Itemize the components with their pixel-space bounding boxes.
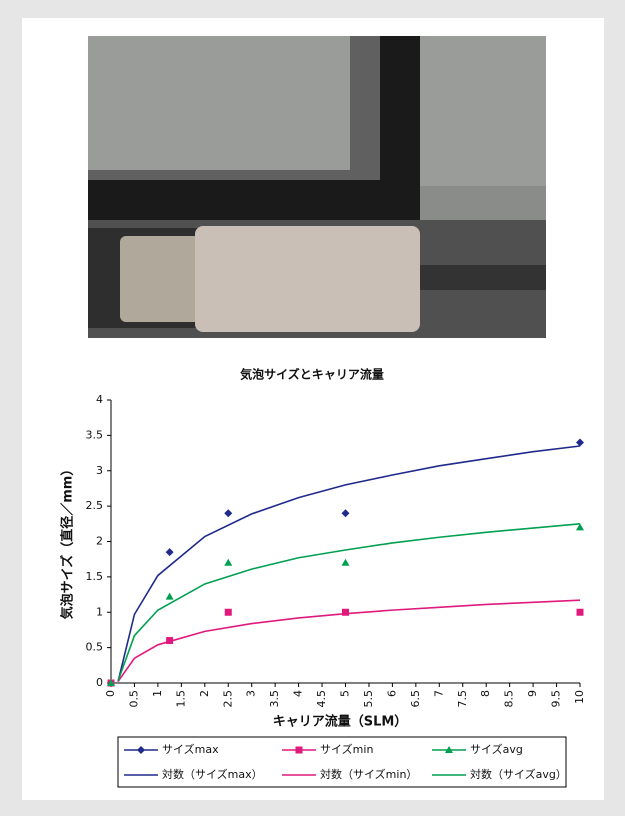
x-tick-label: 9.5	[550, 690, 563, 708]
marker	[576, 438, 584, 446]
legend-label: 対数（サイズmin）	[320, 767, 417, 781]
x-tick-label: 1	[151, 690, 164, 697]
x-tick-label: 0.5	[127, 690, 140, 708]
trend-line	[118, 446, 580, 682]
marker	[224, 559, 232, 566]
y-tick-label: 2	[96, 535, 103, 548]
legend-label: サイズmin	[320, 742, 373, 756]
marker	[137, 746, 145, 754]
y-axis-label: 気泡サイズ（直径／mm）	[60, 463, 76, 620]
photo	[88, 36, 546, 338]
y-tick-label: 4	[96, 393, 103, 406]
marker	[577, 609, 584, 616]
x-tick-label: 5.5	[362, 690, 375, 708]
y-tick-label: 3.5	[86, 428, 104, 441]
marker	[342, 609, 349, 616]
x-tick-label: 1.5	[174, 690, 187, 708]
x-tick-label: 4.5	[315, 690, 328, 708]
trend-line	[118, 600, 580, 681]
x-tick-label: 2	[198, 690, 211, 697]
page: {"chart_data": {"type": "scatter", "titl…	[0, 0, 625, 816]
y-tick-label: 0.5	[86, 641, 104, 654]
x-tick-label: 6	[385, 690, 398, 697]
trend-line	[118, 524, 580, 681]
chart: 気泡サイズとキャリア流量 キャリア流量（SLM） 気泡サイズ（直径／mm） 00…	[0, 0, 625, 816]
legend-label: 対数（サイズavg）	[470, 767, 567, 781]
legend-label: サイズmax	[162, 742, 219, 756]
x-axis-label: キャリア流量（SLM）	[273, 714, 408, 730]
marker	[342, 559, 350, 566]
x-tick-label: 10	[573, 690, 586, 704]
marker	[166, 593, 174, 600]
x-tick-label: 9	[526, 690, 539, 697]
y-tick-label: 2.5	[86, 499, 104, 512]
x-tick-label: 2.5	[221, 690, 234, 708]
x-tick-label: 0	[104, 690, 117, 697]
x-tick-label: 3	[245, 690, 258, 697]
x-tick-label: 4	[292, 690, 305, 697]
x-tick-label: 3.5	[268, 690, 281, 708]
x-tick-label: 6.5	[409, 690, 422, 708]
chart-title: 気泡サイズとキャリア流量	[240, 367, 384, 382]
marker	[224, 509, 232, 517]
y-tick-label: 3	[96, 464, 103, 477]
marker	[342, 509, 350, 517]
legend-label: サイズavg	[470, 742, 523, 756]
y-tick-label: 0	[96, 676, 103, 689]
marker	[166, 548, 174, 556]
marker	[296, 747, 303, 754]
x-tick-label: 8	[479, 690, 492, 697]
x-tick-label: 7	[432, 690, 445, 697]
marker	[225, 609, 232, 616]
x-tick-label: 5	[339, 690, 352, 697]
legend-label: 対数（サイズmax）	[162, 767, 263, 781]
x-tick-label: 8.5	[503, 690, 516, 708]
y-tick-label: 1.5	[86, 570, 104, 583]
x-tick-label: 7.5	[456, 690, 469, 708]
y-tick-label: 1	[96, 605, 103, 618]
